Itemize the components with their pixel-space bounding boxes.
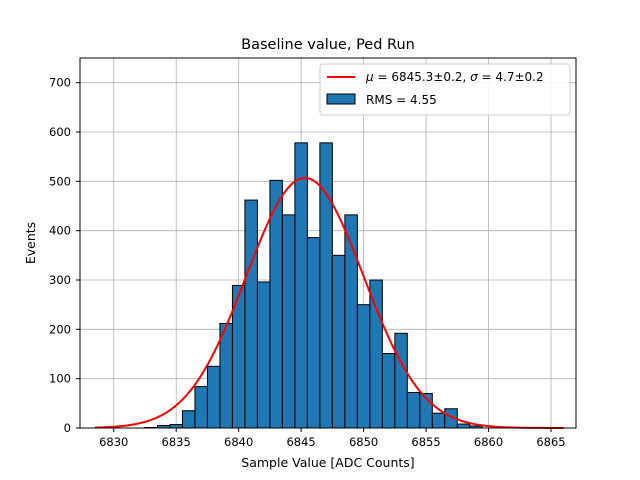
legend-histogram-swatch: [326, 93, 356, 105]
y-axis-ticks: 0 100 200 300 400 500 600 700: [49, 76, 80, 435]
legend-mu-symbol: μ: [365, 70, 374, 84]
y-tick-label: 300: [49, 273, 71, 287]
legend-fit-label: μ = 6845.3±0.2, σ = 4.7±0.2: [365, 70, 544, 84]
y-axis-label: Events: [23, 222, 38, 264]
legend-histogram-label: RMS = 4.55: [366, 93, 437, 107]
y-tick-label: 0: [64, 421, 71, 435]
histogram-bar: [456, 423, 471, 429]
histogram-bar: [219, 322, 233, 429]
histogram-bar: [356, 304, 371, 429]
legend-mu-value: = 6845.3±0.2,: [374, 70, 470, 84]
histogram-bar: [256, 281, 271, 429]
gaussian-fit-curve: [94, 176, 564, 429]
histogram-bar: [244, 199, 258, 429]
x-tick-label: 6835: [162, 435, 191, 449]
histogram-bar: [406, 391, 421, 429]
x-axis-ticks: 6830 6835 6840 6845 6850 6855 6860 6865: [99, 428, 566, 449]
histogram-bar: [194, 386, 208, 429]
histogram-bar: [319, 142, 333, 429]
legend-sigma-value: = 4.7±0.2: [478, 70, 544, 84]
histogram-bar: [269, 179, 283, 429]
x-tick-label: 6845: [286, 435, 315, 449]
histogram-bar: [206, 365, 221, 429]
histogram-bar: [294, 142, 308, 429]
x-tick-label: 6865: [536, 435, 565, 449]
y-tick-label: 600: [49, 125, 71, 139]
x-tick-label: 6860: [474, 435, 503, 449]
y-tick-label: 200: [49, 322, 71, 336]
histogram-bar: [369, 279, 383, 429]
x-tick-label: 6855: [411, 435, 440, 449]
x-axis-label: Sample Value [ADC Counts]: [241, 455, 414, 470]
y-tick-label: 700: [49, 76, 71, 90]
plot-frame: [79, 57, 577, 429]
histogram-bar: [181, 410, 196, 429]
y-tick-label: 100: [49, 372, 71, 386]
histogram-bar: [431, 412, 446, 429]
legend: μ = 6845.3±0.2, σ = 4.7±0.2 RMS = 4.55: [319, 63, 571, 116]
y-tick-label: 500: [49, 174, 71, 188]
histogram-bar: [394, 332, 408, 429]
chart-title: Baseline value, Ped Run: [241, 37, 415, 53]
legend-sigma-symbol: σ: [470, 70, 478, 84]
legend-box: [319, 63, 571, 116]
histogram-bar: [306, 237, 321, 429]
y-tick-label: 400: [49, 224, 71, 238]
histogram-bar: [281, 214, 296, 429]
histogram-bar: [381, 353, 396, 429]
histogram-bar: [169, 424, 183, 429]
x-tick-label: 6850: [349, 435, 378, 449]
x-tick-label: 6830: [99, 435, 128, 449]
x-tick-label: 6840: [224, 435, 253, 449]
histogram-bar: [331, 254, 346, 429]
